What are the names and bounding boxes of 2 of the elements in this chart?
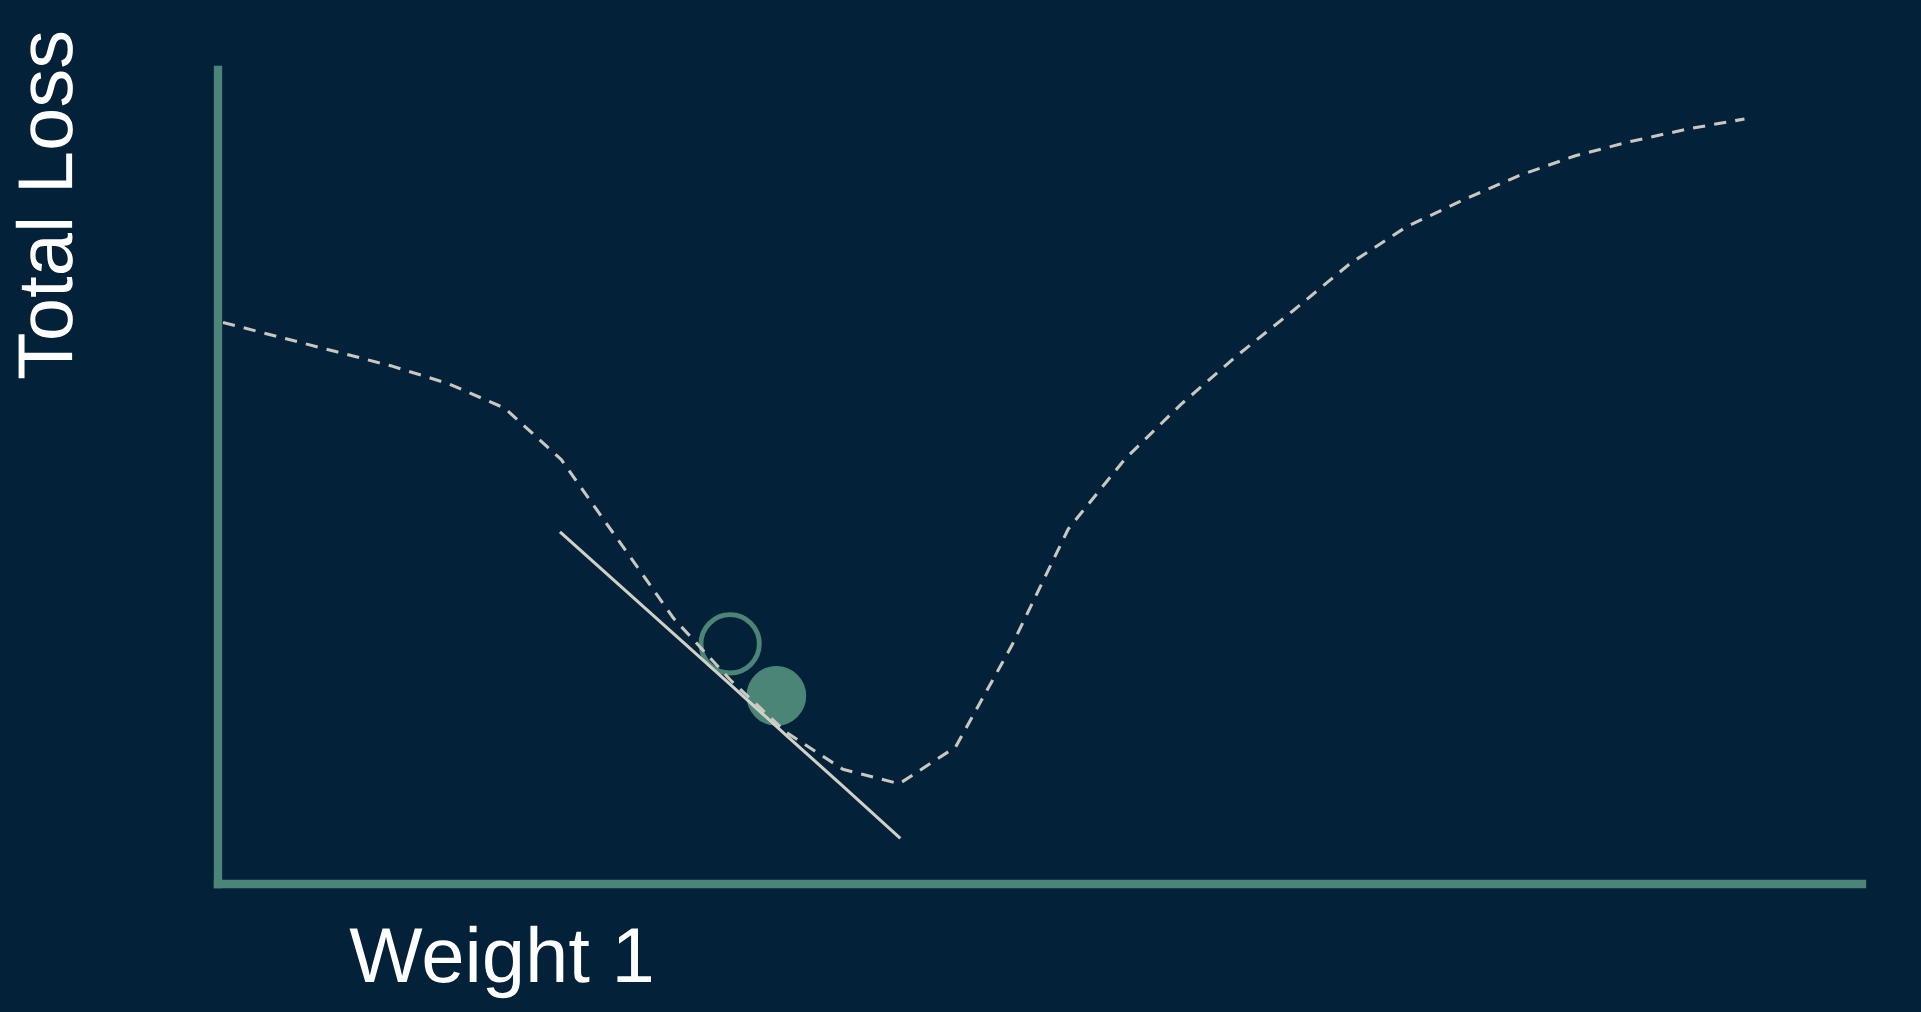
- x-axis-title: Weight 1: [349, 925, 651, 999]
- y-axis-title: Total Loss: [15, 32, 73, 379]
